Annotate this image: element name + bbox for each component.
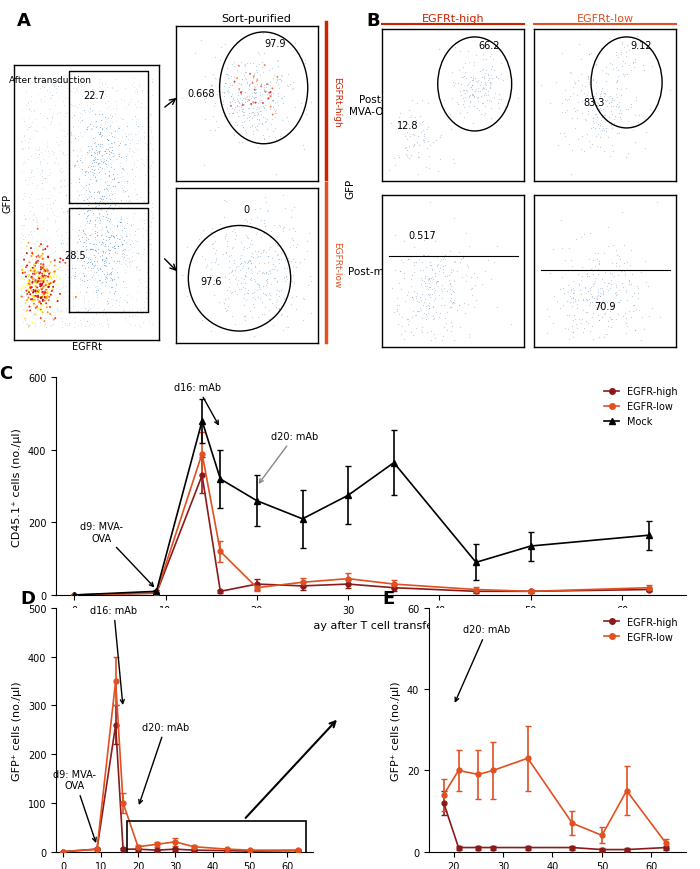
Text: d16: mAb: d16: mAb [174,382,221,425]
X-axis label: Day after T cell transfer: Day after T cell transfer [304,620,438,631]
Text: EGFRt-high: EGFRt-high [422,14,484,24]
Text: d20: mAb: d20: mAb [139,722,189,804]
Text: EGFRt: EGFRt [509,376,540,387]
Legend: EGFR-high, EGFR-low, Mock: EGFR-high, EGFR-low, Mock [601,383,681,430]
Text: Post–
MVA-OVA: Post– MVA-OVA [349,96,397,116]
Text: d9: MVA-
OVA: d9: MVA- OVA [80,521,153,587]
Bar [127,821,306,858]
Text: Post-mAb: Post-mAb [348,267,398,277]
Text: Sort-purified: Sort-purified [221,14,291,24]
Text: A: A [18,12,31,30]
Text: d9: MVA-
OVA: d9: MVA- OVA [53,769,96,842]
Y-axis label: GFP⁺ cells (no./µl): GFP⁺ cells (no./µl) [391,680,401,779]
Text: EGFRt-low: EGFRt-low [332,242,341,288]
Text: d20: mAb: d20: mAb [455,625,511,701]
Text: EGFRt-high: EGFRt-high [332,77,341,128]
Legend: EGFR-high, EGFR-low: EGFR-high, EGFR-low [601,614,681,646]
Text: E: E [383,589,395,607]
Text: d20: mAb: d20: mAb [260,432,318,483]
Text: EGFRt-low: EGFRt-low [577,14,634,24]
Y-axis label: GFP⁺ cells (no./µl): GFP⁺ cells (no./µl) [12,680,22,779]
Text: C: C [0,365,13,383]
Text: D: D [20,589,35,607]
Y-axis label: CD45.1⁺ cells (no./µl): CD45.1⁺ cells (no./µl) [12,428,22,546]
Text: d16: mAb: d16: mAb [90,605,137,704]
Text: GFP: GFP [345,179,355,199]
Text: B: B [366,12,380,30]
